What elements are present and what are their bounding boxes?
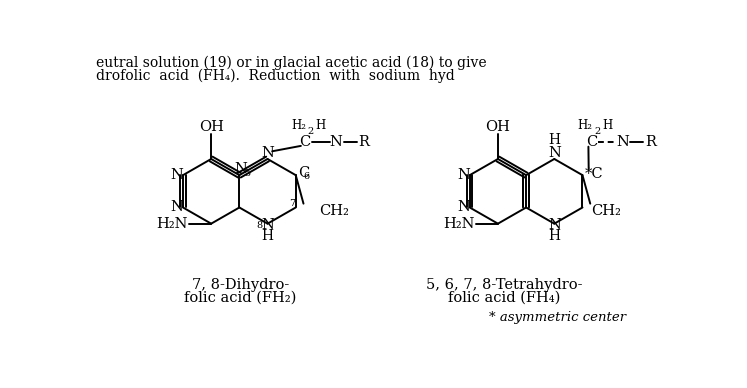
Text: N: N bbox=[261, 146, 274, 160]
Text: H₂: H₂ bbox=[577, 119, 593, 132]
Text: C: C bbox=[299, 135, 310, 149]
Text: 5: 5 bbox=[244, 169, 250, 178]
Text: drofolic  acid  (FH₄).  Reduction  with  sodium  hyd: drofolic acid (FH₄). Reduction with sodi… bbox=[96, 68, 454, 83]
Text: N: N bbox=[170, 201, 183, 215]
Text: N: N bbox=[548, 218, 561, 232]
Text: H₂N: H₂N bbox=[444, 217, 475, 230]
Text: H: H bbox=[261, 229, 273, 243]
Text: N: N bbox=[548, 146, 561, 160]
Text: 8: 8 bbox=[257, 222, 263, 230]
Text: H: H bbox=[315, 119, 326, 132]
Text: H: H bbox=[548, 229, 560, 243]
Text: 5, 6, 7, 8-Tetrahydro-: 5, 6, 7, 8-Tetrahydro- bbox=[426, 278, 583, 292]
Text: * asymmetric center: * asymmetric center bbox=[489, 311, 626, 324]
Text: N: N bbox=[261, 218, 274, 232]
Text: R: R bbox=[359, 135, 369, 149]
Text: CH₂: CH₂ bbox=[591, 204, 621, 218]
Text: N: N bbox=[170, 168, 183, 182]
Text: OH: OH bbox=[486, 120, 510, 133]
Text: R: R bbox=[645, 135, 656, 149]
Text: H: H bbox=[602, 119, 612, 132]
Text: H₂N: H₂N bbox=[157, 217, 188, 230]
Text: H: H bbox=[548, 133, 560, 147]
Text: C: C bbox=[586, 135, 597, 149]
Text: C: C bbox=[298, 166, 309, 180]
Text: eutral solution (19) or in glacial acetic acid (18) to give: eutral solution (19) or in glacial aceti… bbox=[96, 56, 486, 70]
Text: *C: *C bbox=[585, 166, 604, 180]
Text: N: N bbox=[235, 162, 247, 176]
Text: 2: 2 bbox=[595, 127, 601, 136]
Text: H₂: H₂ bbox=[291, 119, 306, 132]
Text: 7: 7 bbox=[290, 199, 296, 208]
Text: N: N bbox=[616, 135, 629, 149]
Text: 2: 2 bbox=[308, 127, 314, 136]
Text: CH₂: CH₂ bbox=[319, 204, 349, 218]
Text: folic acid (FH₂): folic acid (FH₂) bbox=[185, 291, 297, 305]
Text: 6: 6 bbox=[303, 172, 310, 181]
Text: N: N bbox=[457, 168, 470, 182]
Text: N: N bbox=[329, 135, 342, 149]
Text: 7, 8-Dihydro-: 7, 8-Dihydro- bbox=[192, 278, 289, 292]
Text: N: N bbox=[457, 201, 470, 215]
Text: OH: OH bbox=[199, 120, 223, 133]
Text: folic acid (FH₄): folic acid (FH₄) bbox=[448, 291, 560, 305]
